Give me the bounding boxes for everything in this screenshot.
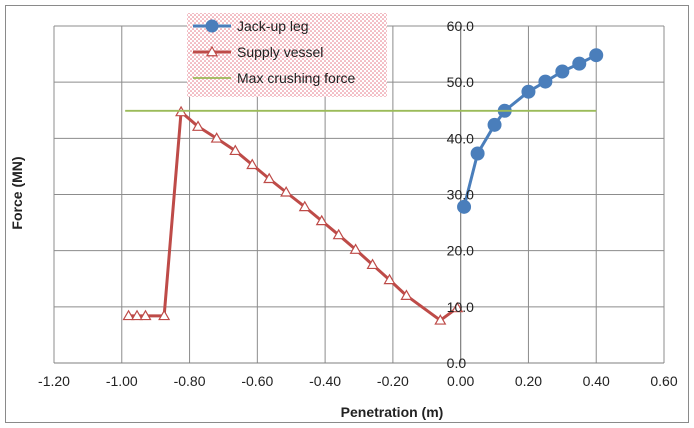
legend-label: Jack-up leg bbox=[237, 18, 309, 34]
data-point bbox=[555, 64, 570, 79]
legend-label: Supply vessel bbox=[237, 44, 323, 60]
data-point bbox=[158, 309, 171, 321]
data-point bbox=[400, 289, 413, 300]
y-tick-label: 30.0 bbox=[447, 187, 474, 203]
axes bbox=[54, 26, 664, 364]
tick-labels: -1.20 -1.00 -0.80 -0.60 -0.40 -0.20 0.00 0.20 0.… bbox=[38, 18, 678, 389]
x-tick-label: -0.80 bbox=[174, 373, 206, 389]
data-point bbox=[487, 117, 502, 132]
x-tick-label: 0.40 bbox=[583, 373, 610, 389]
y-tick-label: 60.0 bbox=[447, 18, 474, 34]
data-point bbox=[383, 273, 396, 285]
series-jack-up-leg bbox=[457, 48, 604, 214]
data-point bbox=[434, 314, 447, 325]
data-point bbox=[349, 243, 362, 254]
data-point bbox=[130, 309, 144, 321]
data-point bbox=[332, 228, 345, 240]
x-tick-label: -0.20 bbox=[377, 373, 409, 389]
data-point bbox=[457, 199, 472, 214]
data-point bbox=[139, 309, 152, 321]
data-point bbox=[210, 132, 223, 143]
data-point bbox=[521, 84, 536, 99]
y-tick-label: 10.0 bbox=[447, 299, 474, 315]
series-line bbox=[128, 110, 459, 322]
data-point bbox=[470, 146, 485, 161]
data-point bbox=[298, 200, 311, 212]
legend-marker bbox=[205, 19, 219, 33]
data-point bbox=[229, 144, 242, 156]
data-point bbox=[263, 172, 276, 184]
data-point bbox=[315, 214, 328, 226]
data-point bbox=[280, 186, 293, 197]
series bbox=[122, 48, 604, 325]
legend-item: Jack-up leg bbox=[193, 18, 309, 34]
legend-item: Supply vessel bbox=[193, 44, 323, 60]
legend-marker bbox=[205, 45, 219, 57]
data-point bbox=[191, 120, 205, 131]
y-tick-label: 40.0 bbox=[447, 130, 474, 146]
x-tick-label: -0.60 bbox=[241, 373, 273, 389]
x-tick-label: -1.00 bbox=[106, 373, 138, 389]
x-tick-label: 0.60 bbox=[650, 373, 677, 389]
x-axis-title: Penetration (m) bbox=[341, 404, 444, 420]
x-tick-label: -1.20 bbox=[38, 373, 70, 389]
x-tick-label: 0.20 bbox=[515, 373, 542, 389]
data-point bbox=[572, 56, 587, 71]
legend-label: Max crushing force bbox=[237, 70, 355, 86]
data-point bbox=[589, 48, 604, 63]
series-supply-vessel bbox=[122, 105, 464, 325]
data-point bbox=[538, 74, 553, 89]
data-point bbox=[246, 158, 259, 170]
y-tick-label: 50.0 bbox=[447, 74, 474, 90]
x-tick-label: -0.40 bbox=[309, 373, 341, 389]
data-point bbox=[451, 301, 464, 313]
legend: Jack-up leg Supply vessel Max crushing for… bbox=[187, 13, 387, 97]
legend-item: Max crushing force bbox=[193, 70, 355, 86]
y-tick-label: 0.0 bbox=[447, 355, 467, 371]
data-point bbox=[366, 258, 379, 270]
y-axis-title: Force (MN) bbox=[9, 156, 25, 229]
x-tick-label: 0.00 bbox=[447, 373, 474, 389]
data-point bbox=[122, 309, 135, 321]
y-tick-label: 20.0 bbox=[447, 243, 474, 259]
